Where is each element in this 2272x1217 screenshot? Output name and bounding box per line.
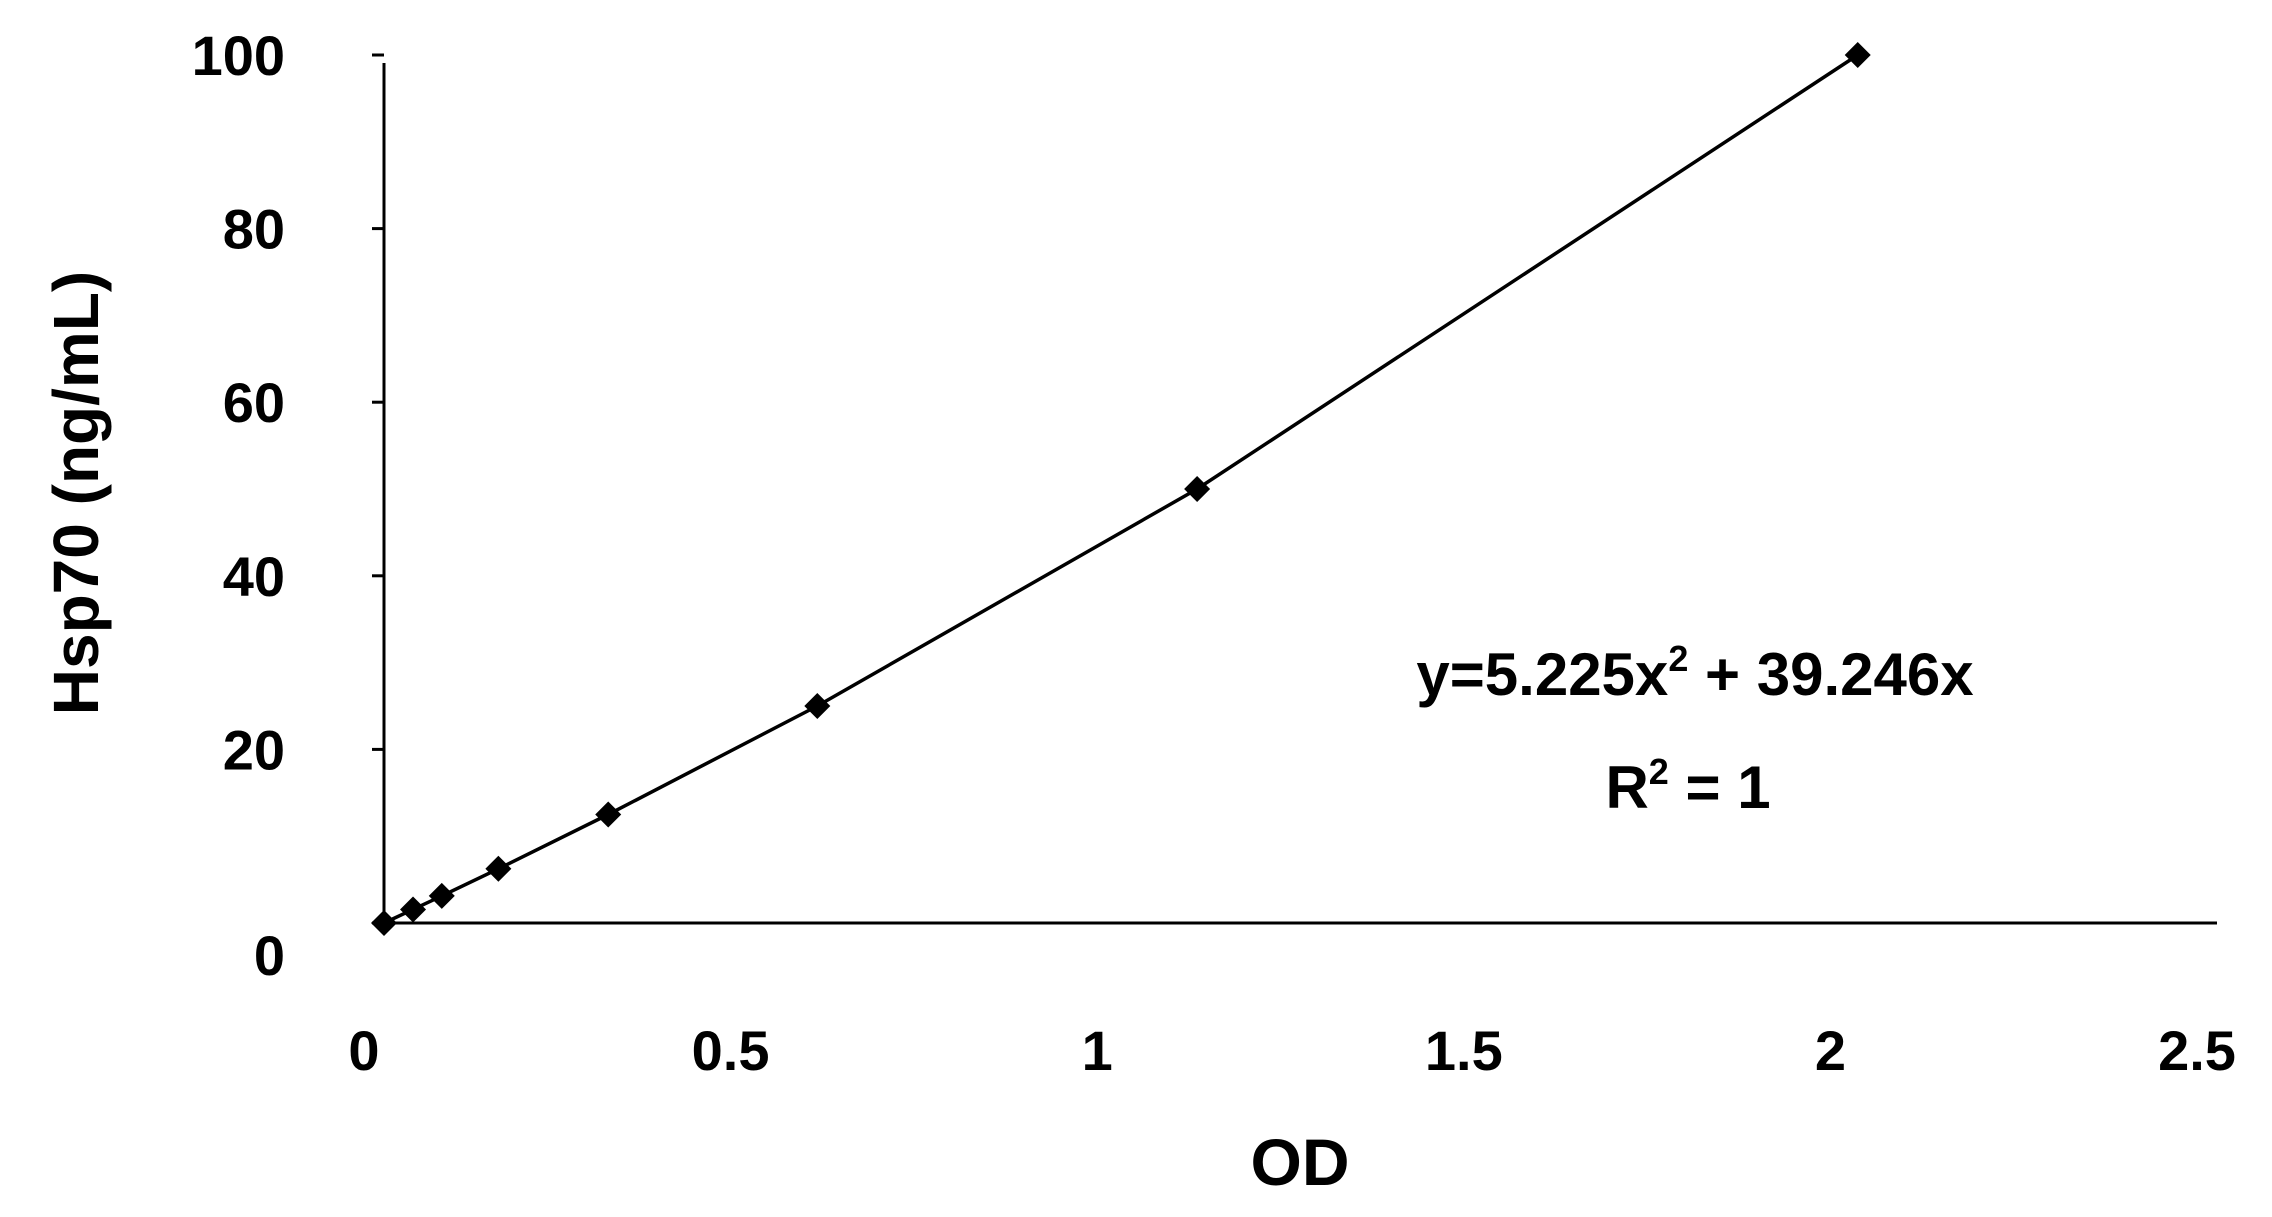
point [1184, 476, 1211, 502]
y-tick-label: 40 [223, 545, 285, 608]
point [371, 910, 397, 936]
equation-superscript: 2 [1668, 638, 1688, 679]
x-tick-label: 1 [1082, 1019, 1113, 1082]
x-tick-label: 0 [348, 1019, 379, 1082]
point [485, 855, 512, 882]
point [804, 693, 831, 719]
r-squared: R2 = 1 [1605, 751, 1770, 821]
y-tick-label: 60 [223, 371, 285, 434]
x-tick-label: 0.5 [692, 1019, 770, 1082]
y-axis-title: Hsp70 (ng/mL) [40, 271, 112, 715]
point [400, 896, 427, 923]
r-squared-superscript: 2 [1649, 751, 1669, 792]
y-tick-label: 80 [223, 198, 285, 261]
x-tick-label: 2.5 [2158, 1019, 2236, 1082]
equation-part: y=5.225x [1416, 641, 1668, 708]
point [428, 882, 455, 909]
r-squared-part: = 1 [1669, 754, 1771, 821]
point [595, 801, 622, 828]
x-axis-title: OD [1251, 1125, 1350, 1199]
equation-part: + 39.246x [1688, 641, 1973, 708]
x-tick-label: 2 [1815, 1019, 1846, 1082]
y-tick-label: 20 [223, 718, 285, 781]
x-tick-label: 1.5 [1425, 1019, 1503, 1082]
equation: y=5.225x2 + 39.246x [1416, 638, 1973, 708]
y-tick-label: 0 [254, 924, 285, 987]
y-tick-label: 100 [192, 24, 285, 87]
r-squared-part: R [1605, 754, 1648, 821]
point [1844, 42, 1871, 68]
